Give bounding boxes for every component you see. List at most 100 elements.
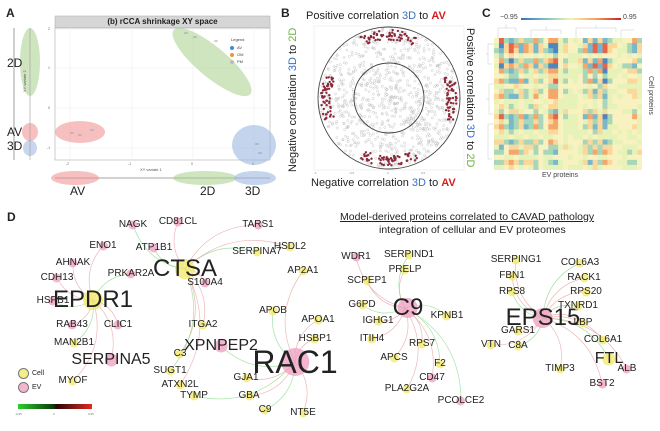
b-point [351,115,354,119]
b-point [437,67,441,70]
heatmap-cell [558,114,564,120]
b-point [438,137,442,141]
b-highlight-point [380,33,383,37]
b-highlight-point [398,33,402,36]
b-point [388,85,392,89]
network-node: C9 [393,296,424,320]
cell-node-icon [513,341,523,351]
b-point [401,131,404,134]
b-point [335,120,339,123]
b-point [406,116,409,120]
heatmap-cell [518,93,524,100]
network-node: TARS1 [242,220,274,230]
heatmap-cell [498,43,505,49]
network-node-label: SCPEP1 [347,275,387,286]
heatmap-cell [582,98,589,105]
heatmap-cell [617,129,623,135]
heatmap-cell [553,63,559,69]
heatmap-cell [577,53,584,59]
b-highlight-point [325,88,329,91]
b-point [359,62,363,66]
b-highlight-point [413,159,417,162]
heatmap-cell [508,43,515,49]
heatmap-cell [503,98,510,105]
heatmap-cell [597,139,603,145]
b-point [431,102,434,105]
heatmap-cell [627,124,633,130]
network-node: F2 [434,359,446,369]
b-point [418,152,422,155]
heatmap-cell [538,129,544,135]
ev-node-icon [200,278,210,288]
heatmap-cell [572,164,579,170]
b-point [454,109,457,113]
heatmap-cell [508,149,515,156]
heatmap-cell [592,134,598,140]
heatmap-cell [543,159,549,166]
heatmap-cell [607,48,613,54]
b-highlight-point [320,91,324,95]
b-point [417,88,420,91]
b-point [386,64,389,67]
b-point [372,87,375,90]
heatmap-cell [637,68,642,74]
heatmap-cell [622,139,628,145]
heatmap-cell [577,139,584,145]
b-point [435,104,439,108]
heatmap-cell [528,43,534,49]
heatmap-cell [543,48,549,54]
b-point [394,86,397,90]
heatmap-cell [617,164,623,170]
network-node-label: RPS20 [570,286,602,297]
b-point [346,140,350,144]
b-point [364,50,368,54]
network-node: KPNB1 [431,311,463,321]
b-point [431,140,435,144]
heatmap-cell [543,43,549,49]
b-point [399,108,402,112]
heatmap-cell [563,88,569,95]
network-node-label: RAB43 [56,319,88,330]
heatmap-cell [513,134,519,140]
heatmap-cell [607,88,613,95]
b-top-title: Positive correlation 3D to AV [306,10,446,22]
b-point [344,99,347,102]
heatmap-cell [632,43,638,49]
b-point [436,96,440,100]
b-point [402,119,405,123]
b-point [326,125,330,129]
heatmap-cell [637,154,642,161]
heatmap-cell [592,159,598,166]
b-point [390,109,394,112]
b-highlight-point [329,106,332,110]
heatmap-cell [617,114,623,120]
heatmap-cell [617,43,623,49]
b-point [386,67,390,71]
heatmap-cell [572,144,579,150]
b-point [404,101,408,105]
d-legend-cell: Cell [18,368,44,379]
c-scale-max: 0.95 [623,14,637,21]
b-point [345,144,348,147]
heatmap-cell [528,63,534,69]
heatmap-cell [518,104,524,110]
b-point [412,70,416,73]
b-point [396,101,400,105]
cell-node-icon [598,335,608,345]
heatmap-cell [494,139,500,145]
cell-node-icon [435,359,445,369]
b-highlight-point [363,36,366,40]
b-point [354,141,357,144]
heatmap-cell [508,154,515,161]
heatmap-cell [533,149,539,156]
heatmap-cell [563,48,569,54]
heatmap-cell [622,88,628,95]
b-point [394,102,398,105]
heatmap-cell [587,149,593,156]
b-point [427,96,430,100]
b-highlight-point [398,39,402,42]
heatmap-cell [553,154,559,161]
b-point [379,53,382,57]
b-highlight-point [325,76,328,79]
heatmap-cell [632,119,638,125]
